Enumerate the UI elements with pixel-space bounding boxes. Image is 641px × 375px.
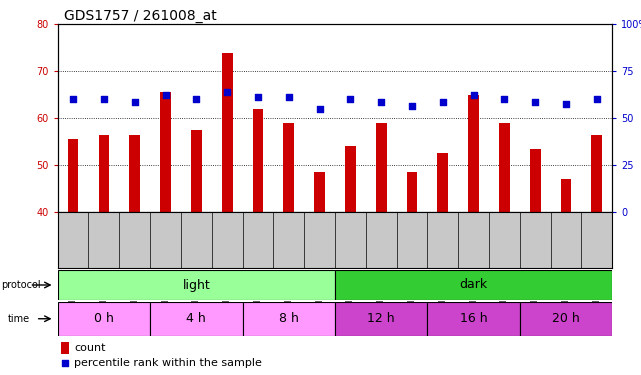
Point: [283, 94, 294, 100]
Bar: [529, 148, 540, 212]
Point: [469, 92, 479, 98]
Bar: [314, 172, 325, 212]
Text: 12 h: 12 h: [367, 312, 395, 325]
Text: protocol: protocol: [1, 280, 40, 290]
Bar: [68, 139, 78, 212]
Bar: [283, 123, 294, 212]
Bar: [406, 172, 417, 212]
Text: count: count: [74, 344, 106, 353]
Point: [345, 96, 356, 102]
Point: [592, 96, 602, 102]
Bar: [253, 109, 263, 212]
Bar: [345, 146, 356, 212]
Bar: [335, 302, 428, 336]
Point: [499, 96, 510, 102]
Point: [222, 89, 232, 95]
Bar: [242, 302, 335, 336]
Bar: [99, 135, 109, 212]
Bar: [58, 302, 150, 336]
Text: dark: dark: [460, 279, 488, 291]
Point: [438, 99, 448, 105]
Bar: [129, 135, 140, 212]
Bar: [561, 179, 571, 212]
Bar: [437, 153, 448, 212]
Bar: [520, 302, 612, 336]
Point: [68, 96, 78, 102]
Point: [376, 99, 387, 105]
Point: [314, 106, 324, 112]
Bar: [468, 95, 479, 212]
Point: [99, 96, 109, 102]
Point: [160, 92, 171, 98]
Bar: [222, 53, 233, 212]
Bar: [191, 130, 202, 212]
Point: [129, 99, 140, 105]
Text: GDS1757 / 261008_at: GDS1757 / 261008_at: [64, 9, 217, 23]
Point: [530, 99, 540, 105]
Point: [561, 101, 571, 107]
Point: [60, 360, 70, 366]
Bar: [160, 92, 171, 212]
Text: 16 h: 16 h: [460, 312, 487, 325]
Bar: [499, 123, 510, 212]
Point: [253, 94, 263, 100]
Text: light: light: [183, 279, 210, 291]
Text: 8 h: 8 h: [279, 312, 299, 325]
Bar: [150, 302, 242, 336]
Text: 0 h: 0 h: [94, 312, 114, 325]
Bar: [376, 123, 387, 212]
Text: time: time: [8, 314, 30, 324]
Point: [407, 104, 417, 110]
Text: percentile rank within the sample: percentile rank within the sample: [74, 358, 262, 368]
Bar: [428, 302, 520, 336]
Bar: [335, 270, 612, 300]
Text: 4 h: 4 h: [187, 312, 206, 325]
Point: [191, 96, 201, 102]
Text: 20 h: 20 h: [552, 312, 580, 325]
Bar: [58, 270, 335, 300]
Bar: [592, 135, 602, 212]
